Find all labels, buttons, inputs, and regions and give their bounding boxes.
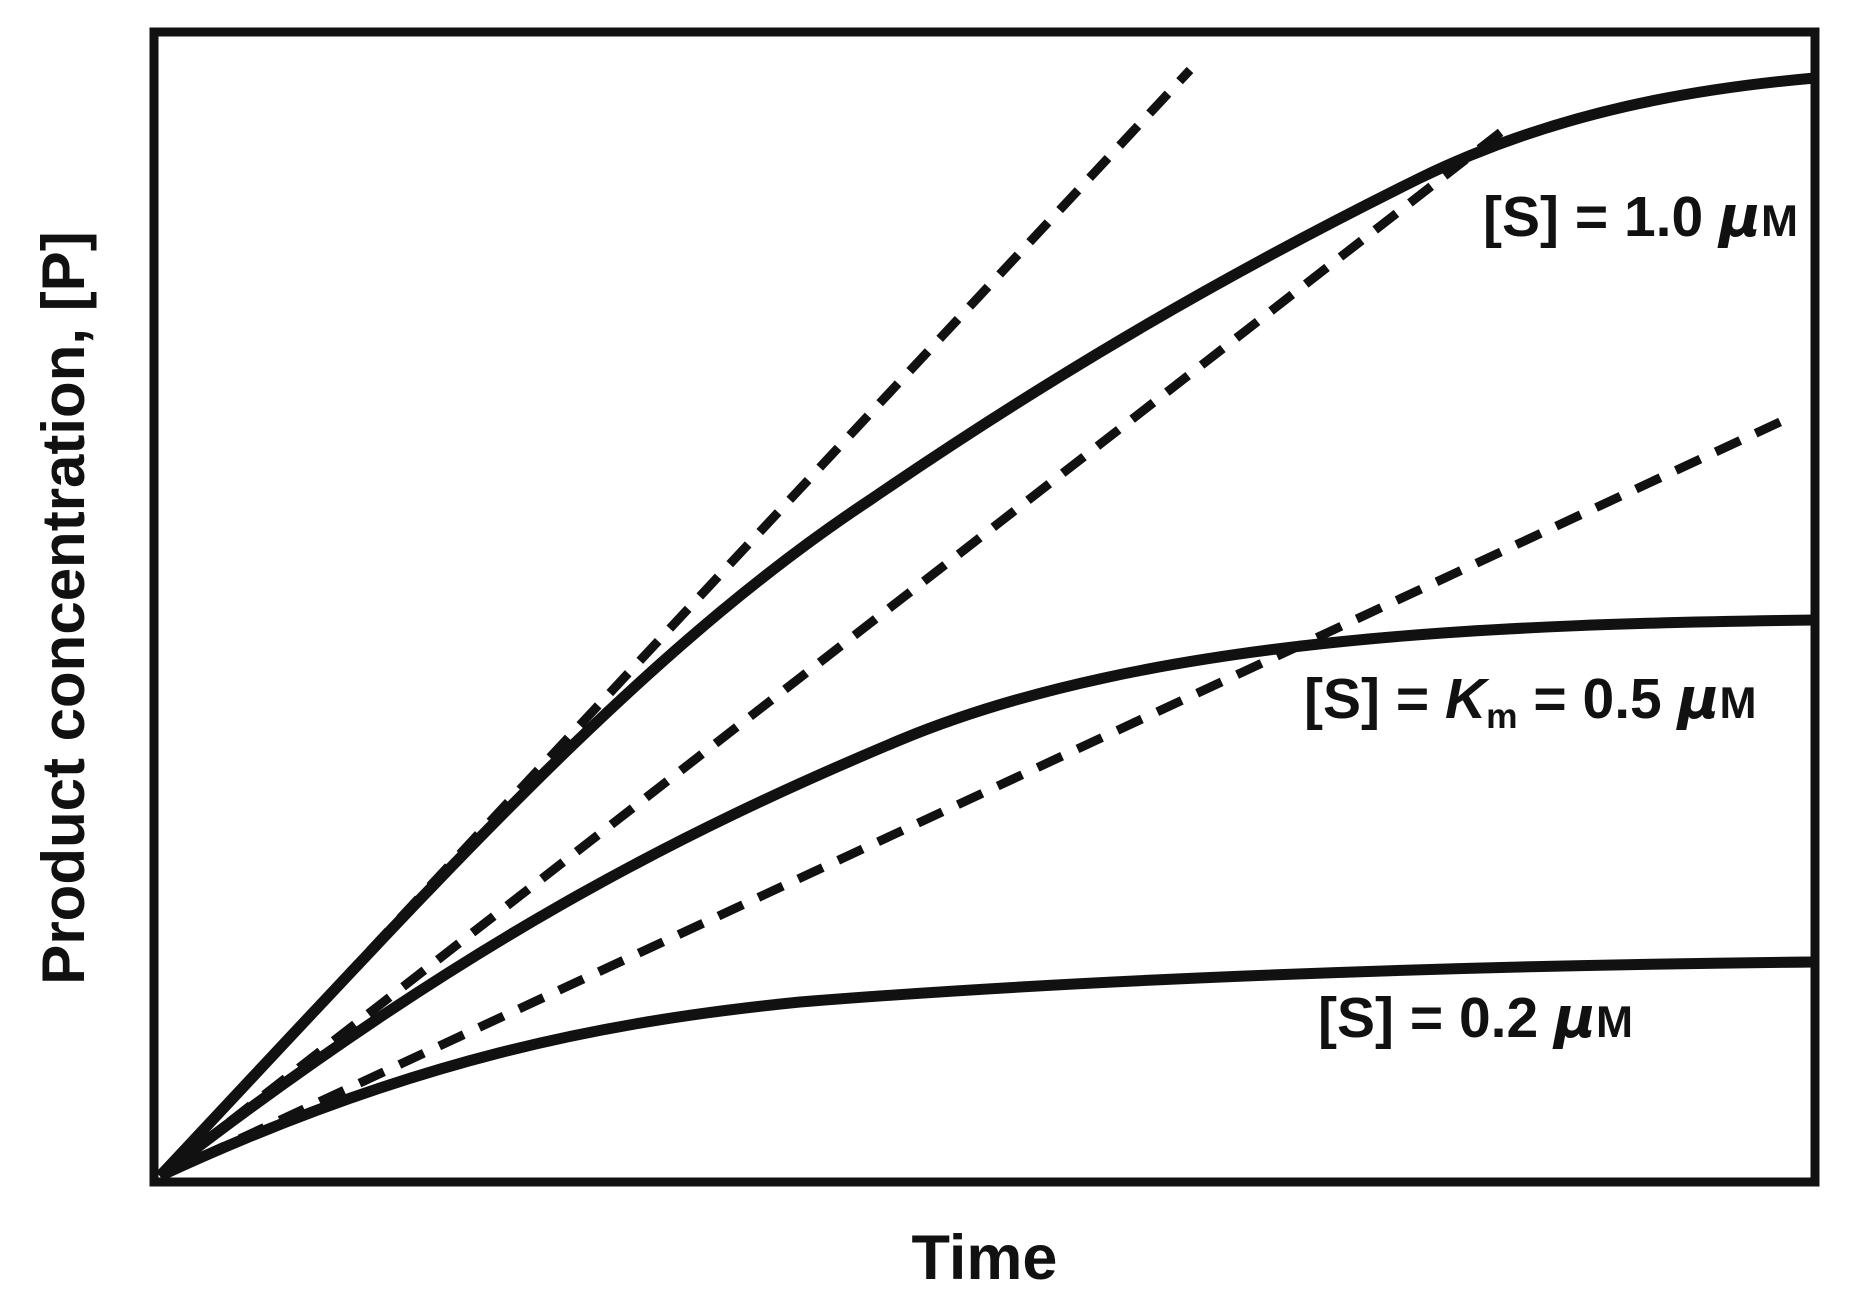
km-subscript: m xyxy=(1486,696,1518,736)
y-axis-label: Product concentration, [P] xyxy=(30,231,97,985)
mu-symbol: μ xyxy=(1719,184,1761,250)
tangent-line-s-1p0 xyxy=(156,66,1194,1180)
progress-curve-s-0p2 xyxy=(157,956,1816,1181)
progress-curve-s-1p0 xyxy=(155,72,1816,1180)
km-variable: K xyxy=(1444,667,1487,731)
curve-label-s-0p2-text: [S] = 0.2 xyxy=(1318,986,1555,1050)
unit-molar: M xyxy=(1719,679,1757,728)
curve-label-s-1p0: [S] = 1.0 μM xyxy=(1483,184,1798,250)
x-axis-label: Time xyxy=(911,1223,1058,1293)
mu-symbol: μ xyxy=(1554,985,1596,1051)
curve-label-s-km: [S] = Km = 0.5 μM xyxy=(1304,666,1757,737)
tangent-line-s-0p5 xyxy=(157,121,1513,1180)
curve-label-s-0p2: [S] = 0.2 μM xyxy=(1318,985,1633,1051)
progress-curve-s-0p5 xyxy=(156,614,1816,1181)
curve-label-s-km-value: = 0.5 xyxy=(1517,667,1678,731)
curve-label-s-km-text: [S] = xyxy=(1304,667,1445,731)
plot-frame xyxy=(149,27,1820,1187)
mu-symbol: μ xyxy=(1677,666,1720,732)
tangent-line-s-0p2 xyxy=(158,410,1797,1181)
unit-molar: M xyxy=(1760,197,1798,246)
unit-molar: M xyxy=(1595,998,1633,1047)
curve-label-s-1p0-text: [S] = 1.0 xyxy=(1483,185,1720,249)
